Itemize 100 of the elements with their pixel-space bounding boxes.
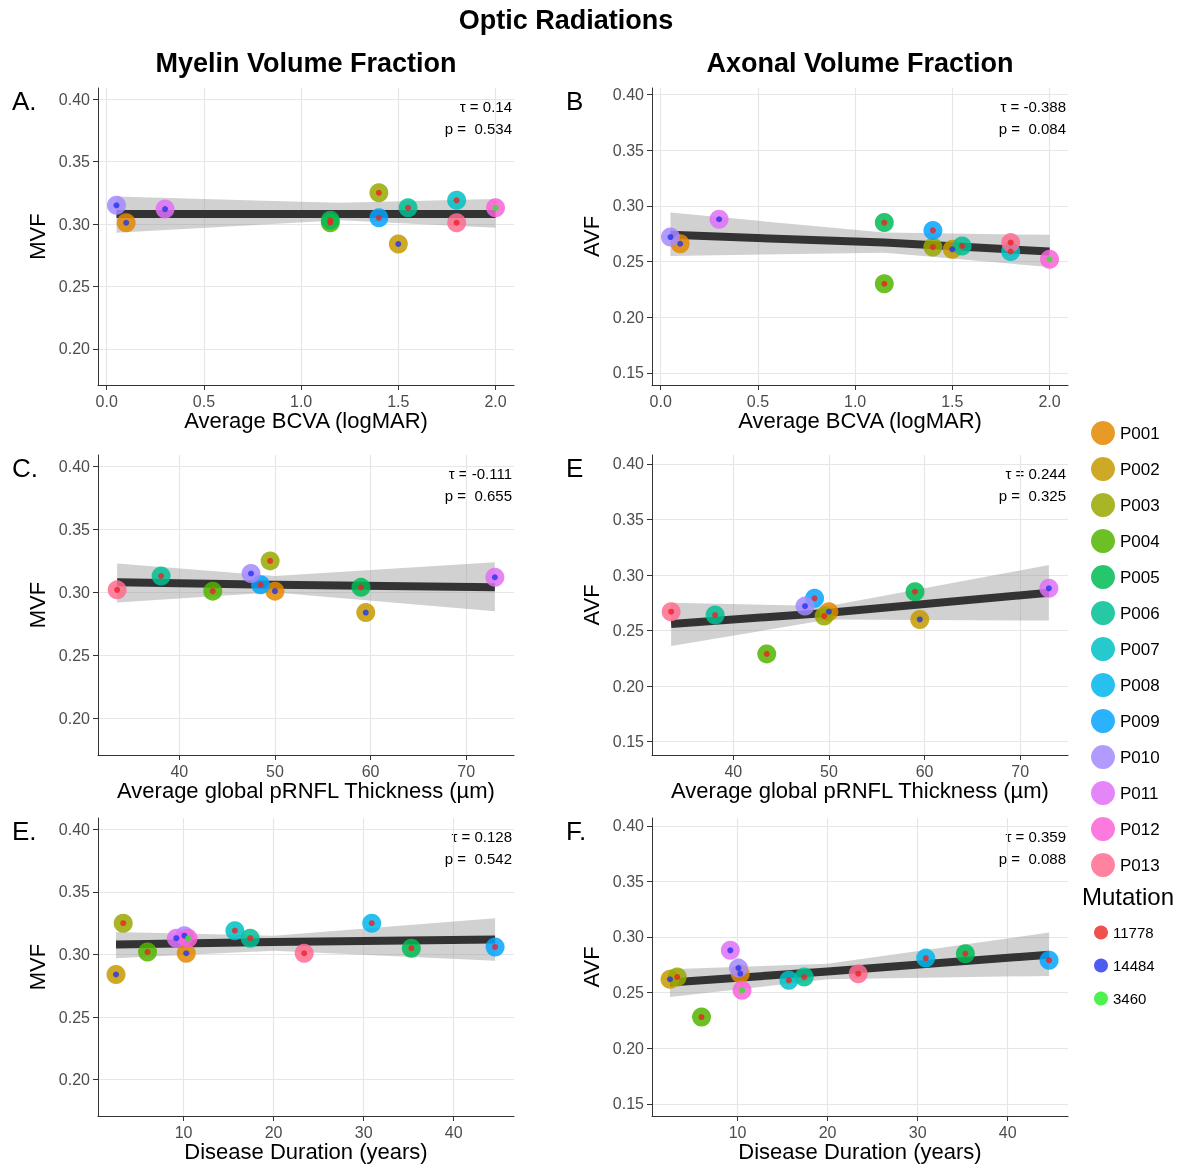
x-tick-label: 40 [998, 1123, 1017, 1141]
legend-label: P009 [1120, 711, 1160, 731]
legend-label: P012 [1120, 819, 1160, 839]
chart-title: C. [12, 453, 38, 483]
annotation: p = 0.534 [444, 119, 512, 137]
y-axis-title: MVF [24, 213, 50, 260]
legend-label: P008 [1120, 675, 1160, 695]
legend-label: P004 [1120, 531, 1160, 551]
x-tick-label: 40 [170, 762, 189, 780]
x-tick-label: 10 [728, 1123, 747, 1141]
annotation: τ = 0.14 [459, 97, 512, 115]
x-tick-label: 30 [908, 1123, 927, 1141]
x-tick-label: 10 [174, 1123, 193, 1141]
text: Optic Radiations [458, 5, 674, 35]
legend-label: P001 [1120, 423, 1160, 443]
y-tick-label: 0.25 [58, 277, 91, 295]
y-tick-label: 0.20 [612, 1039, 645, 1057]
x-axis-title: Average BCVA (logMAR) [738, 408, 982, 434]
legend-label: 11778 [1113, 924, 1154, 941]
y-tick-label: 0.25 [612, 253, 645, 271]
y-axis-title: MVF [24, 943, 50, 991]
x-axis-title: Average global pRNFL Thickness (µm) [117, 778, 495, 804]
x-tick-label: 0.0 [95, 392, 118, 410]
x-axis-title: Disease Duration (years) [738, 1139, 982, 1164]
y-tick-label: 0.40 [58, 90, 91, 108]
x-tick-label: 60 [361, 762, 380, 780]
legend-label: P006 [1120, 603, 1160, 623]
legend-label: P003 [1120, 495, 1160, 515]
y-tick-label: 0.20 [58, 340, 91, 358]
y-tick-label: 0.30 [58, 583, 91, 601]
x-axis-title: Disease Duration (years) [184, 1139, 428, 1164]
x-tick-label: 40 [724, 762, 743, 780]
y-tick-label: 0.35 [58, 883, 91, 901]
y-tick-label: 0.40 [58, 820, 91, 838]
y-tick-label: 0.15 [612, 364, 645, 382]
y-tick-label: 0.20 [58, 1071, 91, 1089]
y-tick-label: 0.30 [612, 928, 645, 946]
legend-label: P010 [1120, 747, 1160, 767]
y-tick-label: 0.20 [58, 709, 91, 727]
annotation: p = 0.084 [998, 119, 1066, 137]
x-axis-title: Average global pRNFL Thickness (µm) [671, 778, 1049, 804]
y-tick-label: 0.25 [58, 1008, 91, 1026]
x-tick-label: 60 [915, 762, 934, 780]
legend-title: Mutation [1082, 882, 1175, 910]
chart-title: E. [12, 816, 37, 846]
annotation: p = 0.088 [998, 849, 1066, 867]
y-tick-label: 0.35 [58, 520, 91, 538]
y-tick-label: 0.20 [612, 308, 645, 326]
annotation: p = 0.325 [998, 486, 1066, 504]
y-tick-label: 0.25 [612, 622, 645, 640]
y-axis-title: MVF [24, 581, 50, 629]
y-axis-title: AVF [578, 215, 604, 258]
x-tick-label: 30 [354, 1123, 373, 1141]
x-tick-label: 1.5 [941, 392, 964, 410]
legend-label: P007 [1120, 639, 1160, 659]
y-tick-label: 0.20 [612, 677, 645, 695]
x-tick-label: 2.0 [484, 392, 507, 410]
x-tick-label: 2.0 [1038, 392, 1061, 410]
x-tick-label: 1.5 [387, 392, 410, 410]
annotation: p = 0.655 [444, 486, 512, 504]
legend-label: P005 [1120, 567, 1160, 587]
y-tick-label: 0.30 [612, 197, 645, 215]
x-tick-label: 70 [1011, 762, 1030, 780]
x-tick-label: 0.0 [649, 392, 672, 410]
y-tick-label: 0.40 [612, 817, 645, 835]
x-tick-label: 0.5 [192, 392, 216, 410]
x-tick-label: 40 [444, 1123, 463, 1141]
x-tick-label: 1.0 [844, 392, 867, 410]
y-tick-label: 0.40 [612, 455, 645, 473]
chart-title: B [566, 86, 584, 116]
legend-label: P002 [1120, 459, 1160, 479]
y-tick-label: 0.25 [612, 984, 645, 1002]
x-tick-label: 70 [457, 762, 476, 780]
y-tick-label: 0.30 [58, 215, 91, 233]
x-tick-label: 1.0 [290, 392, 313, 410]
chart-title: E [566, 453, 584, 483]
chart-subtitle: Axonal Volume Fraction [706, 48, 1014, 78]
annotation: p = 0.542 [444, 849, 512, 867]
y-tick-label: 0.35 [612, 141, 645, 159]
y-tick-label: 0.15 [612, 733, 645, 751]
y-tick-label: 0.30 [58, 945, 91, 963]
y-tick-label: 0.35 [612, 510, 645, 528]
chart-title: F. [566, 816, 587, 846]
annotation: τ = -0.388 [1000, 97, 1066, 115]
y-axis-title: AVF [578, 946, 604, 988]
x-tick-label: 20 [818, 1123, 837, 1141]
y-tick-label: 0.25 [58, 646, 91, 664]
chart-title: A. [12, 86, 37, 116]
chart-subtitle: Myelin Volume Fraction [155, 48, 457, 78]
y-tick-label: 0.35 [612, 872, 645, 890]
y-tick-label: 0.40 [612, 86, 645, 104]
y-axis-title: AVF [578, 584, 604, 626]
legend-label: P013 [1120, 855, 1160, 875]
y-tick-label: 0.30 [612, 566, 645, 584]
x-tick-label: 20 [264, 1123, 283, 1141]
legend-label: 14484 [1113, 957, 1155, 974]
x-tick-label: 50 [820, 762, 838, 780]
y-tick-label: 0.35 [58, 153, 91, 171]
x-tick-label: 50 [266, 762, 284, 780]
legend-label: P011 [1120, 783, 1159, 803]
